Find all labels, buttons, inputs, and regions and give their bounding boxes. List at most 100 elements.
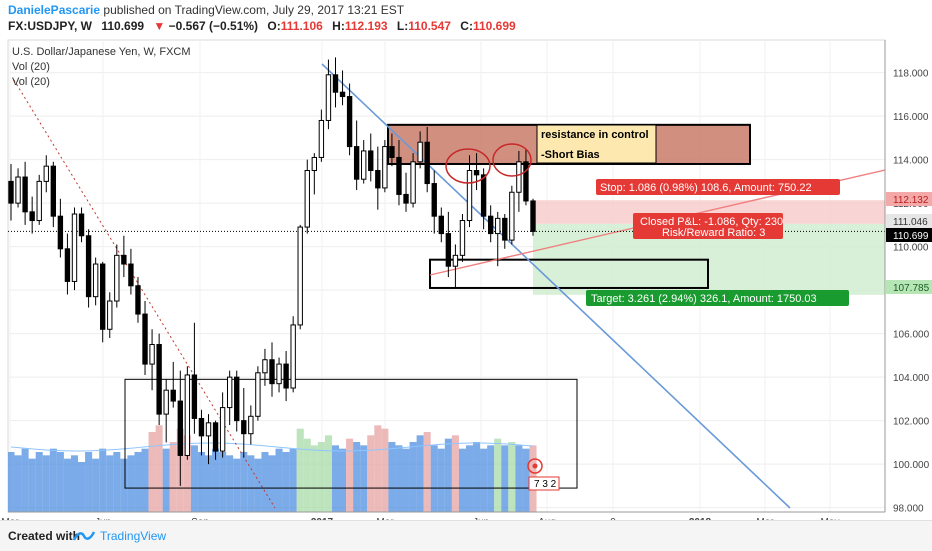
candle-body [318, 119, 325, 158]
candle-body [290, 324, 296, 389]
candle-body [85, 235, 92, 298]
high-label: H: [332, 19, 345, 33]
volume-bar [494, 438, 502, 512]
candle-body [509, 191, 515, 241]
legend-vol-2: Vol (20) [12, 76, 50, 88]
candle-body [57, 215, 64, 250]
candle-body [71, 213, 78, 282]
candle-body [438, 215, 444, 235]
volume-bar [240, 452, 248, 512]
volume-bar [458, 448, 466, 512]
candle-body [452, 254, 459, 267]
red-dotted-trendline[interactable] [13, 79, 276, 509]
target-price-text: 107.785 [893, 283, 930, 294]
candle-body [64, 248, 71, 282]
change-arrow-icon: ▼ [153, 19, 166, 33]
volume-bar [14, 455, 22, 512]
candle-body [297, 226, 303, 326]
peak-ellipse-right[interactable] [492, 143, 532, 177]
candle-body [128, 263, 134, 287]
last-price-text: 110.699 [893, 231, 929, 242]
stop-price-tag [886, 192, 932, 206]
candle-body [375, 170, 381, 189]
candle-body [170, 389, 176, 402]
candle-body [92, 263, 99, 298]
price-chart[interactable]: resistance in control -Short Bias Stop: … [0, 36, 932, 520]
volume-bar [409, 442, 417, 512]
event-badge[interactable] [528, 476, 560, 491]
candle-body [495, 217, 501, 235]
volume-bar [212, 448, 220, 512]
candle-body [212, 422, 219, 452]
candle-body [431, 183, 437, 217]
volume-bar [106, 455, 114, 512]
volume-bar [197, 452, 205, 512]
blue-trendline[interactable] [321, 63, 791, 509]
candle-body [262, 359, 268, 374]
volume-bar [148, 432, 156, 512]
stop-label-box [596, 179, 840, 195]
volume-bar [395, 445, 403, 512]
open-label: O: [267, 19, 281, 33]
volume-bar [204, 455, 213, 512]
volume-bar [78, 462, 86, 512]
event-marker-icon[interactable] [527, 458, 543, 474]
candle-body [410, 161, 416, 204]
volume-bar [473, 442, 481, 512]
open-value: 111.106 [280, 19, 323, 33]
volume-bar [134, 452, 142, 512]
resistance-note-box[interactable] [536, 124, 657, 164]
resistance-note: resistance in control [541, 129, 649, 141]
peak-ellipses [445, 143, 532, 184]
last-price: 110.699 [101, 19, 145, 33]
closed-pnl-label: Closed P&L: -1.086, Qty: 230 [640, 216, 783, 228]
time-tick-label: 9 [610, 517, 616, 520]
volume-bar [317, 442, 325, 512]
created-with-text: Created with [8, 529, 81, 543]
author-link[interactable]: DanielePascarie [8, 3, 101, 17]
volume-bar [226, 455, 234, 512]
volume-bar [501, 445, 509, 512]
time-tick-label: Aug [538, 517, 556, 520]
close-label: C: [460, 19, 473, 33]
bias-note: -Short Bias [541, 149, 600, 161]
close-value: 110.699 [472, 19, 516, 33]
candle-body [368, 150, 374, 172]
candle-body [198, 417, 205, 437]
candle-body [304, 170, 310, 228]
tradingview-link[interactable]: TradingView [100, 529, 167, 543]
candle-body [445, 233, 452, 267]
candle-body [403, 193, 409, 204]
volume-bar [113, 452, 121, 512]
candle-body [283, 363, 289, 389]
volume-box[interactable] [124, 378, 578, 489]
candle-body [516, 161, 522, 193]
candle-body [156, 344, 162, 415]
candle-body [121, 254, 127, 265]
chart-legend: U.S. Dollar/Japanese Yen, W, FXCM Vol (2… [12, 46, 191, 88]
volume-bar [49, 448, 57, 512]
candle-body [361, 150, 367, 180]
peak-ellipse-left[interactable] [445, 148, 491, 184]
candle-body [530, 200, 536, 232]
candle-body [219, 407, 226, 452]
volume-bar [324, 435, 332, 512]
volume-bar [141, 448, 149, 512]
volume-bar [261, 452, 269, 512]
symbol-label: FX:USDJPY, W [8, 19, 93, 33]
entry-price-tag [886, 214, 932, 228]
time-tick-label: Jun [473, 517, 489, 520]
volume-bars [8, 425, 537, 512]
time-tick-label: Mar [1, 517, 19, 520]
volume-bar [8, 452, 15, 512]
risk-reward-label: Risk/Reward Ratio: 3 [662, 227, 765, 239]
candle-body [389, 146, 395, 158]
candle-body [487, 215, 494, 235]
volume-bar [296, 428, 304, 512]
volume-bar [374, 425, 382, 512]
volume-bar [275, 448, 283, 512]
volume-bar [437, 448, 445, 512]
volume-bar [254, 458, 262, 512]
candle-body [241, 420, 247, 435]
support-box[interactable] [429, 258, 709, 289]
